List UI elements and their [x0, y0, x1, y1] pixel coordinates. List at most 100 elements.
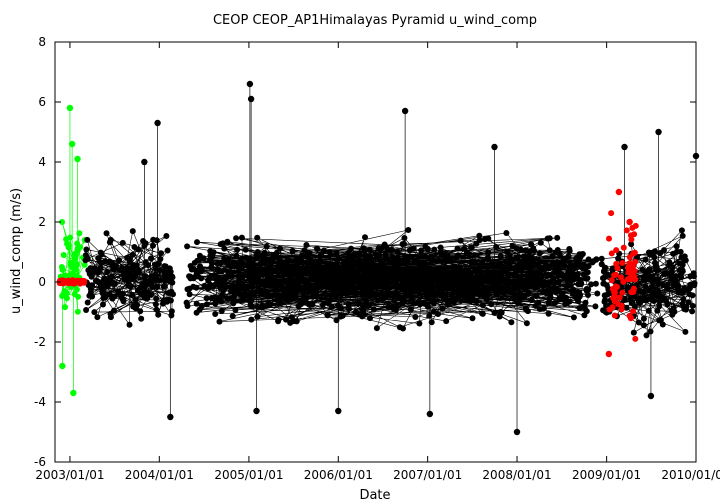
- data-point: [491, 309, 498, 316]
- data-point: [611, 298, 618, 305]
- data-point: [390, 306, 397, 313]
- data-point: [207, 281, 214, 288]
- data-point: [420, 270, 427, 277]
- data-point: [676, 266, 683, 273]
- data-point: [455, 272, 462, 279]
- y-tick-label: 0: [38, 275, 46, 289]
- data-point: [165, 290, 172, 296]
- data-point: [316, 279, 323, 286]
- data-point: [337, 305, 344, 312]
- data-point: [58, 264, 65, 270]
- data-point: [373, 252, 380, 258]
- data-point: [503, 230, 510, 236]
- extreme-point: [247, 95, 255, 103]
- data-point: [441, 273, 448, 280]
- data-point: [382, 251, 389, 258]
- data-point: [402, 290, 409, 297]
- data-point: [628, 236, 635, 243]
- data-point: [360, 245, 367, 252]
- data-point: [265, 301, 272, 308]
- data-point: [97, 265, 104, 271]
- data-point: [388, 246, 395, 253]
- data-point: [508, 319, 515, 326]
- series-1-segment-1: [183, 80, 601, 436]
- data-point: [273, 296, 280, 303]
- data-point: [620, 278, 627, 285]
- data-point: [623, 304, 630, 311]
- extreme-point: [655, 128, 662, 136]
- data-point: [190, 266, 197, 273]
- data-point: [339, 312, 346, 319]
- data-point: [409, 295, 416, 302]
- data-point: [167, 276, 174, 283]
- data-point: [367, 255, 374, 262]
- data-point: [439, 292, 446, 299]
- data-point: [437, 244, 444, 251]
- data-point: [196, 252, 203, 259]
- data-point: [537, 274, 544, 281]
- data-point: [485, 249, 492, 256]
- data-point: [335, 255, 342, 262]
- data-point: [219, 291, 226, 298]
- data-point: [512, 271, 519, 278]
- data-point: [497, 284, 504, 291]
- extreme-point: [141, 158, 148, 166]
- data-point: [443, 265, 450, 272]
- series-1: [82, 80, 700, 436]
- data-point: [613, 247, 620, 254]
- data-point: [548, 286, 555, 293]
- data-point: [333, 249, 340, 256]
- data-point: [98, 251, 105, 258]
- data-point: [454, 287, 461, 294]
- data-point: [155, 311, 162, 318]
- data-point: [456, 293, 463, 299]
- data-point: [498, 263, 505, 270]
- data-point: [505, 272, 512, 279]
- data-point: [623, 227, 630, 234]
- series-2: [56, 188, 639, 358]
- data-point: [606, 306, 613, 313]
- series-2-segment-1: [605, 188, 639, 358]
- data-point: [352, 309, 359, 316]
- data-point: [540, 305, 547, 312]
- data-point: [86, 292, 93, 299]
- data-point: [523, 306, 529, 313]
- data-point: [656, 303, 663, 310]
- data-point: [316, 271, 323, 278]
- data-point: [321, 247, 327, 254]
- data-point: [280, 261, 287, 268]
- data-point: [397, 295, 404, 302]
- data-point: [119, 239, 126, 246]
- data-point: [141, 284, 148, 290]
- data-point: [540, 266, 547, 273]
- data-point: [563, 282, 570, 289]
- data-point: [460, 272, 467, 279]
- data-point: [318, 252, 325, 259]
- data-point: [284, 263, 291, 270]
- data-point: [237, 281, 244, 288]
- data-point: [375, 245, 382, 252]
- data-point: [116, 257, 122, 264]
- data-point: [208, 273, 215, 280]
- data-point: [620, 244, 627, 251]
- data-point: [451, 263, 458, 270]
- data-point: [612, 283, 619, 290]
- series-2-points: [606, 210, 639, 342]
- data-point: [485, 254, 492, 261]
- data-point: [273, 249, 280, 256]
- data-point: [436, 267, 443, 274]
- data-point: [634, 254, 640, 261]
- data-point: [497, 253, 504, 260]
- data-point: [376, 264, 383, 271]
- data-point: [221, 245, 228, 252]
- data-point: [585, 263, 592, 270]
- data-point: [425, 268, 432, 275]
- data-point: [165, 267, 172, 274]
- data-point: [355, 300, 362, 307]
- data-point: [129, 292, 136, 299]
- data-point: [218, 298, 225, 305]
- extreme-point: [335, 407, 342, 415]
- extreme-point: [647, 392, 655, 400]
- data-point: [230, 293, 237, 300]
